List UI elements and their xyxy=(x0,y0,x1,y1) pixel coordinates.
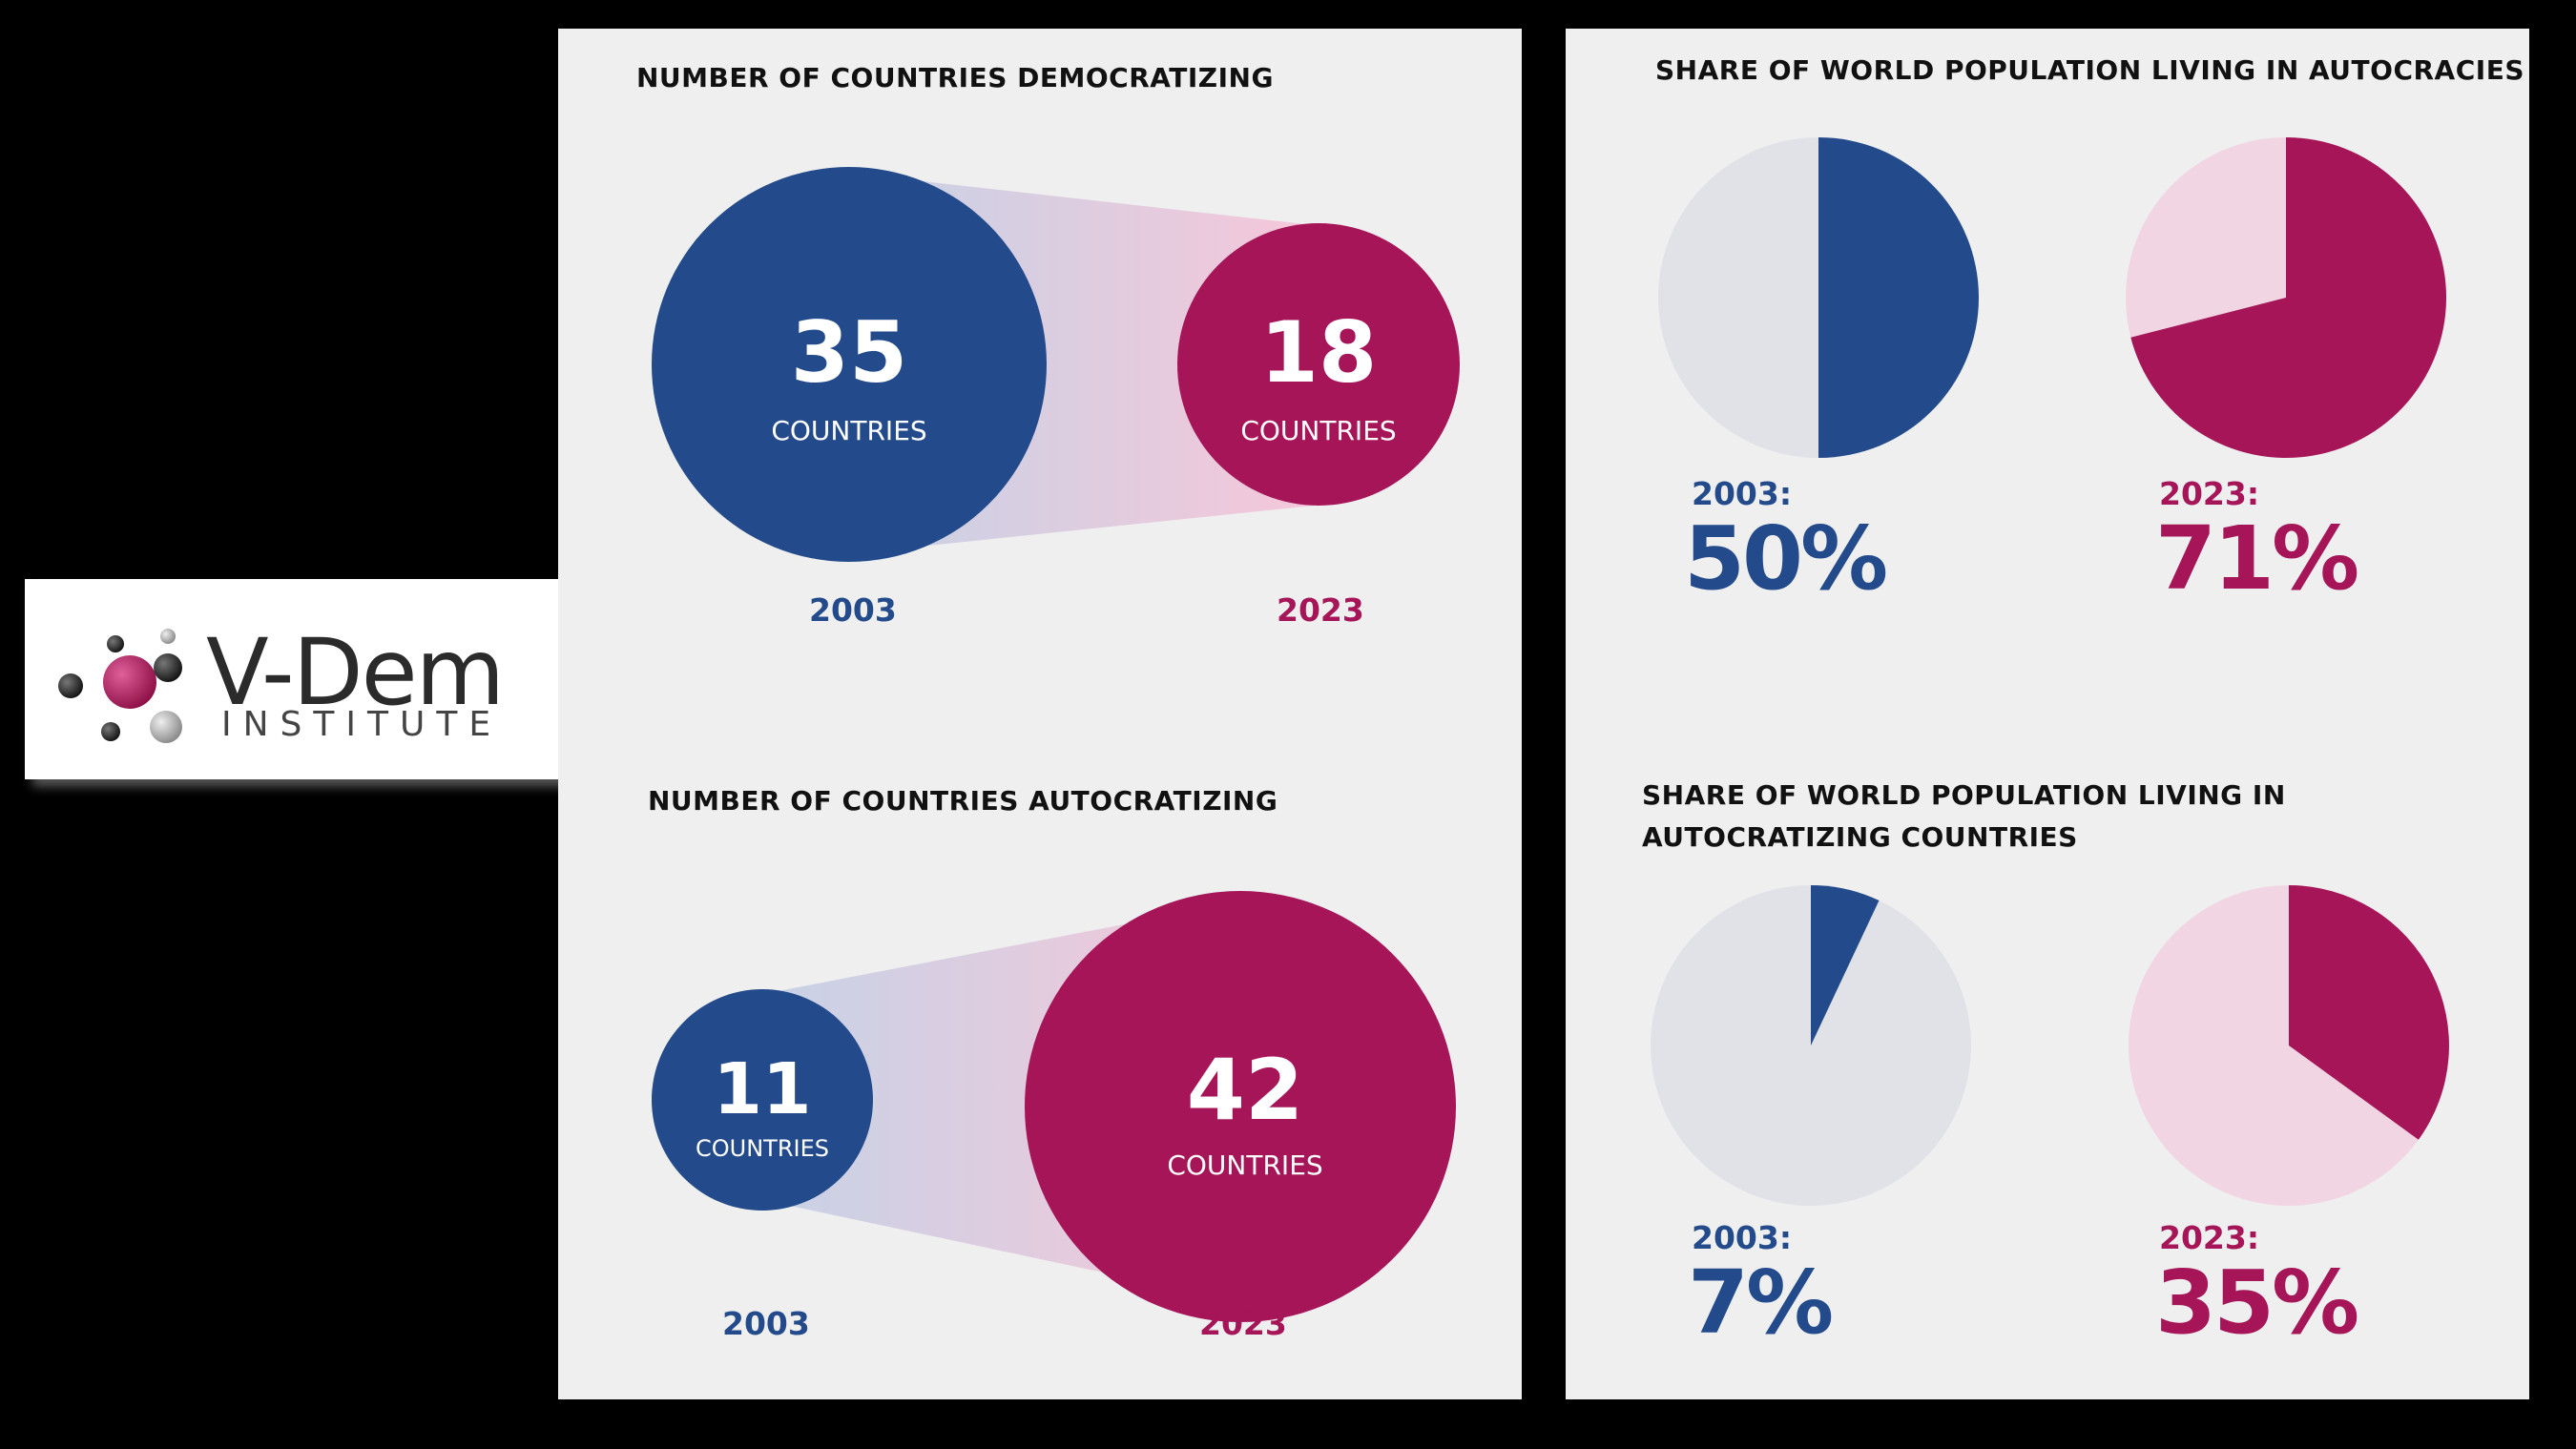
pie-slice-2003 xyxy=(1811,885,1880,1045)
year-label-2023: 2023 xyxy=(1199,1305,1287,1342)
year-label-2003: 2003 xyxy=(809,591,897,629)
autocratizing-bubble-chart: 11 COUNTRIES 42 COUNTRIES xyxy=(652,891,1456,1322)
unit-2023: COUNTRIES xyxy=(1167,1149,1322,1181)
year-label-2023: 2023: xyxy=(2159,1219,2260,1256)
autocratizing-pie-chart xyxy=(1651,885,2449,1206)
democratizing-bubble-chart: 35 COUNTRIES 18 COUNTRIES xyxy=(652,167,1460,562)
logo-title: V-Dem xyxy=(206,619,505,726)
globe-2003 xyxy=(1658,137,1979,458)
autocracies-pie-chart xyxy=(1658,137,2447,458)
share-2023: 35% xyxy=(2155,1252,2359,1354)
chart-title-autocracies: SHARE OF WORLD POPULATION LIVING IN AUTO… xyxy=(1655,54,2524,86)
bubble-2003 xyxy=(652,167,1047,562)
unit-2003: COUNTRIES xyxy=(696,1135,829,1162)
value-2003: 11 xyxy=(714,1048,812,1130)
pie-slice-2023 xyxy=(2289,885,2449,1140)
year-label-2003: 2003: xyxy=(1692,1219,1793,1256)
countries-panel: NUMBER OF COUNTRIES DEMOCRATIZING 35 COU… xyxy=(558,29,1522,1399)
logo-subtitle: INSTITUTE xyxy=(221,705,503,744)
bubble-2023 xyxy=(1025,891,1456,1322)
year-label-2003: 2003: xyxy=(1692,475,1793,512)
vdem-logo: V-Dem INSTITUTE xyxy=(25,579,559,779)
chart-title-autocratizing-countries: SHARE OF WORLD POPULATION LIVING IN AUTO… xyxy=(1642,779,2286,853)
bubble-2023 xyxy=(1177,223,1460,506)
logo-molecule-icon xyxy=(58,629,182,743)
population-panel: SHARE OF WORLD POPULATION LIVING IN AUTO… xyxy=(1566,29,2529,1399)
globe-2023 xyxy=(2129,885,2449,1206)
value-2023: 42 xyxy=(1187,1041,1303,1139)
unit-2023: COUNTRIES xyxy=(1240,415,1396,446)
unit-2003: COUNTRIES xyxy=(771,415,926,446)
share-2023: 71% xyxy=(2155,507,2359,610)
chart-title-democratizing: NUMBER OF COUNTRIES DEMOCRATIZING xyxy=(636,62,1274,93)
chart-title-autocratizing: NUMBER OF COUNTRIES AUTOCRATIZING xyxy=(648,785,1278,817)
share-2003: 50% xyxy=(1684,507,1888,610)
year-label-2023: 2023: xyxy=(2159,475,2260,512)
share-2003: 7% xyxy=(1688,1252,1834,1354)
year-label-2003: 2003 xyxy=(722,1305,810,1342)
pie-slice-2023 xyxy=(2130,137,2447,458)
value-2003: 35 xyxy=(791,303,907,402)
value-2023: 18 xyxy=(1260,303,1377,402)
globe-2003 xyxy=(1651,885,1971,1206)
globe-2023 xyxy=(2126,137,2447,458)
year-label-2023: 2023 xyxy=(1277,591,1364,629)
bubble-2003 xyxy=(652,989,873,1211)
pie-slice-2003 xyxy=(1818,137,1979,458)
